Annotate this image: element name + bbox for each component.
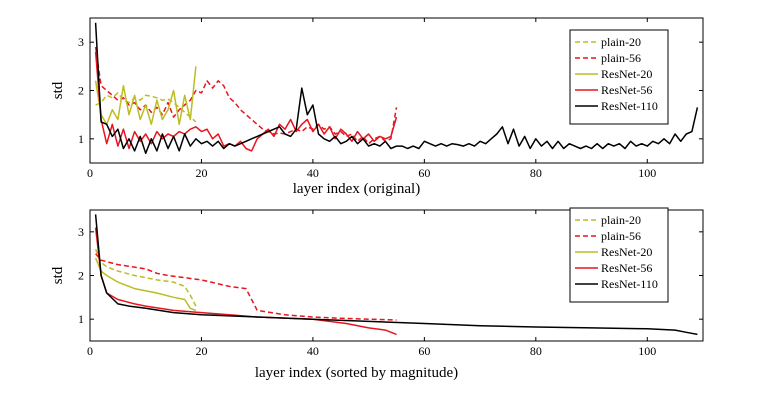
legend-box (569, 207, 669, 303)
series-line-resnet-20 (94, 66, 197, 126)
y-axis-label: std (50, 266, 66, 284)
legend-label: ResNet-56 (601, 261, 652, 275)
legend-label: plain-56 (601, 229, 641, 243)
x-tick-label: 40 (307, 344, 319, 358)
x-tick-label: 20 (195, 166, 207, 180)
x-tick-label: 40 (307, 166, 319, 180)
series-line-plain-56 (94, 46, 398, 145)
legend-label: ResNet-20 (601, 67, 652, 81)
series-line-plain-20 (95, 92, 197, 123)
x-tick-label: 60 (418, 344, 430, 358)
y-axis-label: std (50, 81, 66, 99)
chart-bottom: 0 20 40 60 80 100 1 2 3 layer index (sorted by ma… (50, 207, 704, 381)
series-line-resnet-56 (94, 227, 397, 336)
legend-label: ResNet-110 (601, 99, 658, 113)
series-line-plain-20 (94, 249, 197, 307)
x-tick-label: 20 (195, 344, 207, 358)
y-tick-label: 2 (78, 269, 84, 283)
series-group (94, 22, 699, 155)
y-tick-label: 2 (78, 84, 84, 98)
y-tick-label: 1 (78, 312, 84, 326)
legend-box (569, 29, 669, 125)
legend-label: ResNet-110 (601, 277, 658, 291)
x-tick-label: 60 (418, 166, 430, 180)
y-tick-label: 1 (78, 132, 84, 146)
legend-label: plain-56 (601, 51, 641, 65)
series-line-resnet-110 (94, 214, 698, 336)
legend-label: plain-20 (601, 35, 641, 49)
x-axis-label: layer index (original) (293, 181, 420, 197)
y-tick-label: 3 (78, 35, 84, 49)
legend-label: plain-20 (601, 213, 641, 227)
x-tick-label: 80 (530, 344, 542, 358)
legend-label: ResNet-56 (601, 83, 652, 97)
y-tick-label: 3 (78, 225, 84, 239)
x-tick-label: 100 (638, 344, 656, 358)
series-group (94, 214, 698, 336)
x-tick-label: 80 (530, 166, 542, 180)
legend: plain-20 plain-56 ResNet-20 ResNet-56 ResNet… (569, 29, 669, 125)
x-tick-label: 0 (87, 344, 93, 358)
series-line-resnet-56 (94, 51, 398, 152)
x-tick-label: 100 (638, 166, 656, 180)
x-axis-label: layer index (sorted by magnitude) (255, 365, 458, 381)
chart-top: 0 20 40 60 80 100 1 2 3 layer index (original) std… (50, 17, 704, 197)
series-line-resnet-20 (94, 257, 197, 312)
legend-label: ResNet-20 (601, 245, 652, 259)
legend: plain-20 plain-56 ResNet-20 ResNet-56 ResNet… (569, 207, 669, 303)
x-tick-label: 0 (87, 166, 93, 180)
series-line-resnet-110 (94, 22, 699, 155)
series-line-plain-56 (95, 253, 397, 321)
